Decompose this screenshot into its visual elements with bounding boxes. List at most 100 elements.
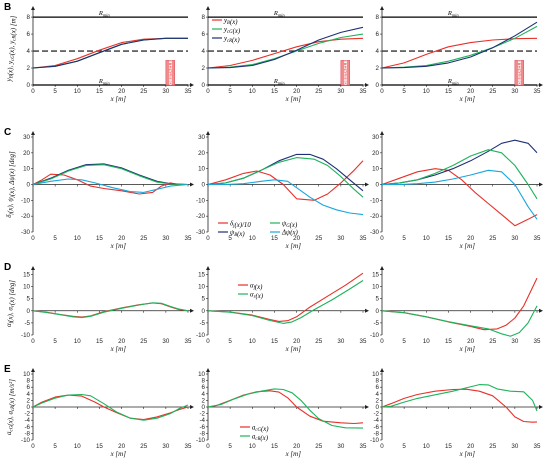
x-tick-label: 25	[489, 88, 496, 95]
x-tick-label: 35	[360, 338, 367, 345]
series-line-3	[207, 26, 364, 69]
x-tick-label: 30	[162, 443, 169, 450]
series-line-1	[381, 37, 538, 69]
x-tick-label: 30	[337, 235, 344, 242]
x-tick-label: 30	[337, 338, 344, 345]
x-axis-label: x [m]	[459, 242, 476, 250]
x-axis-arrow	[539, 83, 543, 87]
y-tick-label: 0	[202, 182, 206, 189]
legend-E-2-text: acR(x)	[252, 433, 269, 442]
x-tick-label: 25	[140, 88, 147, 95]
y-tick-label: 5	[376, 296, 380, 303]
series-line-1	[207, 160, 364, 201]
x-tick-label: 5	[228, 88, 232, 95]
series-line-1	[381, 168, 538, 227]
y-tick-label: 0	[202, 82, 206, 89]
y-tick-label: -30	[370, 229, 380, 236]
x-tick-label: 0	[31, 338, 35, 345]
y-tick-label: 0	[27, 82, 31, 89]
x-tick-label: 35	[360, 235, 367, 242]
y-axis-arrow	[380, 131, 384, 135]
legend-B-3-text: ycR(x)	[223, 35, 240, 44]
x-tick-label: 5	[228, 235, 232, 242]
y-tick-label: 10	[23, 371, 30, 378]
x-axis-label: x [m]	[459, 95, 476, 103]
x-axis-arrow	[365, 308, 369, 313]
y-tick-label: 6	[27, 31, 31, 38]
series-line-1	[381, 277, 538, 331]
x-tick-label: 15	[96, 235, 103, 242]
rmin-label-top: Rmin	[273, 10, 286, 18]
y-axis-label-D: αf(x), αr(x) [deg]	[5, 280, 16, 327]
x-tick-label: 5	[402, 235, 406, 242]
y-tick-label: -10	[196, 437, 206, 444]
x-tick-label: 35	[185, 88, 192, 95]
y-tick-label: 8	[27, 378, 31, 385]
x-tick-label: 10	[74, 338, 81, 345]
rmin-label-bottom: Rmin	[447, 78, 460, 86]
y-tick-label: 10	[372, 166, 379, 173]
y-tick-label: 5	[27, 296, 31, 303]
y-tick-label: -5	[373, 320, 379, 327]
y-tick-label: 10	[372, 371, 379, 378]
x-tick-label: 25	[315, 88, 322, 95]
x-tick-label: 5	[228, 338, 232, 345]
x-tick-label: 20	[293, 88, 300, 95]
series-line-1	[381, 388, 538, 423]
x-tick-label: 5	[402, 338, 406, 345]
x-tick-label: 10	[423, 235, 430, 242]
x-tick-label: 35	[360, 443, 367, 450]
x-axis-label: x [m]	[285, 345, 302, 353]
x-tick-label: 30	[162, 88, 169, 95]
y-tick-label: 0	[376, 182, 380, 189]
x-tick-label: 5	[53, 443, 57, 450]
y-tick-label: -8	[199, 430, 205, 437]
y-tick-label: 20	[198, 150, 205, 157]
x-tick-label: 20	[467, 443, 474, 450]
x-tick-label: 35	[534, 338, 541, 345]
series-line-2	[381, 25, 538, 69]
x-tick-label: 0	[31, 88, 35, 95]
y-tick-label: -6	[24, 424, 30, 431]
x-tick-label: 15	[271, 88, 278, 95]
series-line-3	[32, 164, 189, 186]
y-tick-label: -10	[196, 332, 206, 339]
y-tick-label: 0	[27, 308, 31, 315]
obstacle-label: OBSTACLE	[517, 60, 522, 85]
x-tick-label: 10	[249, 235, 256, 242]
series-line-3	[381, 21, 538, 69]
x-tick-label: 15	[96, 338, 103, 345]
x-tick-label: 25	[140, 443, 147, 450]
series-line-1	[207, 37, 364, 69]
panel-B3: 0 2 4 6 8 0 5 10 15 20 25 30 35 x [m] Rmin Rmin OBSTACLE	[376, 6, 543, 103]
y-axis-arrow	[206, 368, 210, 372]
x-tick-label: 30	[511, 88, 518, 95]
y-tick-label: 10	[23, 284, 30, 291]
y-tick-label: 6	[27, 384, 31, 391]
x-tick-label: 30	[337, 88, 344, 95]
legend-C-1-text: δj(x)/10	[230, 220, 251, 229]
y-tick-label: 6	[376, 31, 380, 38]
x-tick-label: 30	[511, 443, 518, 450]
obstacle-label: OBSTACLE	[343, 60, 348, 85]
rmin-label-top: Rmin	[98, 10, 111, 18]
x-tick-label: 25	[140, 235, 147, 242]
x-tick-label: 35	[534, 443, 541, 450]
x-axis-label: x [m]	[285, 95, 302, 103]
y-tick-label: 0	[376, 404, 380, 411]
y-axis-arrow	[380, 6, 384, 10]
x-tick-label: 0	[31, 235, 35, 242]
series-line-3	[207, 157, 364, 198]
row-label-B: B	[4, 2, 11, 13]
series-line-1	[32, 37, 188, 69]
y-tick-label: 4	[27, 48, 31, 55]
y-tick-label: 30	[372, 134, 379, 141]
x-tick-label: 0	[380, 443, 384, 450]
y-tick-label: -2	[199, 411, 205, 418]
x-tick-label: 15	[96, 443, 103, 450]
y-axis-arrow	[31, 368, 35, 372]
x-tick-label: 20	[467, 338, 474, 345]
x-tick-label: 30	[162, 338, 169, 345]
x-tick-label: 0	[380, 338, 384, 345]
y-tick-label: 2	[27, 397, 31, 404]
